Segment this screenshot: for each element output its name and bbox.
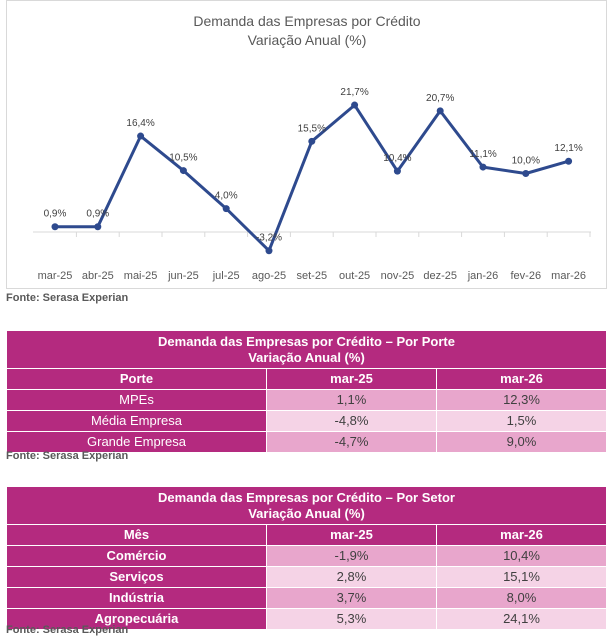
table-by-sector: Demanda das Empresas por Crédito – Por S… bbox=[6, 486, 607, 630]
chart-subtitle: Variação Anual (%) bbox=[248, 32, 367, 48]
table-cell: 10,4% bbox=[436, 545, 607, 567]
chart-canvas: Demanda das Empresas por Crédito Variaçã… bbox=[33, 13, 591, 282]
column-header: Porte bbox=[6, 368, 267, 390]
table-cell: 5,3% bbox=[266, 608, 437, 630]
data-label: -3,2% bbox=[256, 233, 282, 244]
x-tick-label: jul-25 bbox=[212, 270, 240, 282]
table-cell: -4,7% bbox=[266, 431, 437, 453]
x-tick-label: jan-26 bbox=[467, 270, 499, 282]
data-point bbox=[94, 223, 102, 231]
x-tick-label: jun-25 bbox=[167, 270, 199, 282]
table-cell: 15,1% bbox=[436, 566, 607, 588]
table-row: MPEs 1,1% 12,3% bbox=[6, 389, 607, 411]
data-point bbox=[179, 167, 187, 175]
data-label: 10,5% bbox=[169, 153, 197, 164]
data-label: 0,9% bbox=[86, 209, 109, 220]
data-point bbox=[222, 205, 230, 213]
x-tick-label: mai-25 bbox=[124, 270, 158, 282]
data-point bbox=[565, 157, 573, 165]
x-tick-label: fev-26 bbox=[511, 270, 542, 282]
table-cell: 24,1% bbox=[436, 608, 607, 630]
data-point bbox=[137, 132, 145, 140]
data-label: 10,0% bbox=[512, 156, 540, 167]
data-point bbox=[308, 137, 316, 145]
table-by-size-title-text: Demanda das Empresas por Crédito – Por P… bbox=[158, 334, 455, 349]
table-by-sector-title: Demanda das Empresas por Crédito – Por S… bbox=[6, 486, 607, 525]
data-label: 15,5% bbox=[298, 123, 326, 134]
data-point bbox=[393, 167, 401, 175]
table-row: Agropecuária 5,3% 24,1% bbox=[6, 608, 607, 630]
data-label: 10,4% bbox=[383, 153, 411, 164]
x-tick-label: dez-25 bbox=[423, 270, 457, 282]
table-row: Indústria 3,7% 8,0% bbox=[6, 587, 607, 609]
table-cell: 3,7% bbox=[266, 587, 437, 609]
column-header: mar-26 bbox=[436, 368, 607, 390]
chart-source: Fonte: Serasa Experian bbox=[6, 292, 129, 304]
data-point bbox=[351, 101, 359, 109]
table-cell: 9,0% bbox=[436, 431, 607, 453]
table-cell: 1,5% bbox=[436, 410, 607, 432]
column-header: mar-26 bbox=[436, 524, 607, 546]
x-tick-label: mar-26 bbox=[551, 270, 586, 282]
row-label: Comércio bbox=[6, 545, 267, 567]
column-header: mar-25 bbox=[266, 524, 437, 546]
data-label: 20,7% bbox=[426, 93, 454, 104]
data-label: 4,0% bbox=[215, 191, 238, 202]
row-label: Agropecuária bbox=[6, 608, 267, 630]
x-tick-label: mar-25 bbox=[38, 270, 73, 282]
table-cell: -1,9% bbox=[266, 545, 437, 567]
table-cell: 2,8% bbox=[266, 566, 437, 588]
table-by-sector-subtitle: Variação Anual (%) bbox=[248, 506, 365, 521]
data-point bbox=[522, 170, 530, 177]
x-tick-label: ago-25 bbox=[252, 270, 286, 282]
data-label: 12,1% bbox=[554, 143, 582, 154]
table-header-row: Porte mar-25 mar-26 bbox=[6, 368, 607, 390]
row-label: Serviços bbox=[6, 566, 267, 588]
table-header-row: Mês mar-25 mar-26 bbox=[6, 524, 607, 546]
x-tick-label: out-25 bbox=[339, 270, 370, 282]
data-point bbox=[436, 107, 444, 115]
row-label: Indústria bbox=[6, 587, 267, 609]
table-row: Serviços 2,8% 15,1% bbox=[6, 566, 607, 588]
table-row: Média Empresa -4,8% 1,5% bbox=[6, 410, 607, 432]
row-label: MPEs bbox=[6, 389, 267, 411]
table-row: Comércio -1,9% 10,4% bbox=[6, 545, 607, 567]
table-cell: 8,0% bbox=[436, 587, 607, 609]
row-label: Média Empresa bbox=[6, 410, 267, 432]
x-tick-label: nov-25 bbox=[381, 270, 415, 282]
table-by-sector-source: Fonte: Serasa Experian bbox=[6, 624, 129, 636]
table-cell: -4,8% bbox=[266, 410, 437, 432]
table-by-size: Demanda das Empresas por Crédito – Por P… bbox=[6, 330, 607, 453]
data-point bbox=[51, 223, 59, 231]
column-header: mar-25 bbox=[266, 368, 437, 390]
x-tick-label: abr-25 bbox=[82, 270, 114, 282]
data-label: 21,7% bbox=[340, 87, 368, 98]
row-label: Grande Empresa bbox=[6, 431, 267, 453]
data-label: 0,9% bbox=[44, 209, 67, 220]
data-point bbox=[479, 163, 487, 171]
table-by-size-title: Demanda das Empresas por Crédito – Por P… bbox=[6, 330, 607, 369]
line-chart: Demanda das Empresas por Crédito Variaçã… bbox=[6, 0, 607, 289]
chart-title: Demanda das Empresas por Crédito bbox=[193, 13, 420, 29]
table-cell: 1,1% bbox=[266, 389, 437, 411]
table-cell: 12,3% bbox=[436, 389, 607, 411]
table-row: Grande Empresa -4,7% 9,0% bbox=[6, 431, 607, 453]
x-tick-label: set-25 bbox=[297, 270, 328, 282]
table-by-size-subtitle: Variação Anual (%) bbox=[248, 350, 365, 365]
data-point bbox=[265, 247, 273, 255]
data-label: 11,1% bbox=[469, 149, 497, 160]
table-by-sector-title-text: Demanda das Empresas por Crédito – Por S… bbox=[158, 490, 455, 505]
column-header: Mês bbox=[6, 524, 267, 546]
data-label: 16,4% bbox=[126, 118, 154, 129]
table-by-size-source: Fonte: Serasa Experian bbox=[6, 450, 129, 462]
